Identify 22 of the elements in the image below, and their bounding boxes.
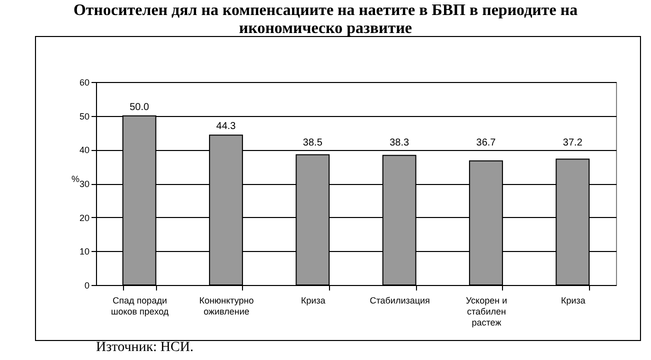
data-label: 50.0: [130, 102, 150, 113]
y-tick-label: 50: [79, 111, 90, 122]
x-tick-label: Спад поради шоков преход: [110, 296, 170, 316]
data-label: 37.2: [562, 138, 583, 149]
y-tick-label: 30: [79, 179, 90, 189]
y-tick-label: 10: [79, 246, 90, 257]
y-tick-label: 20: [79, 212, 90, 223]
chart-title: Относителен дял на компенсациите на наетите в БВП в периодите на икономическо развитие: [72, 2, 579, 38]
x-tick-label: Ускорен и стабилен растеж: [466, 296, 508, 328]
y-axis-title: %: [71, 174, 80, 184]
x-tick-label: Конюнктурно оживление: [199, 296, 254, 316]
x-tick-label: Криза: [560, 296, 586, 306]
y-tick-label: 40: [79, 145, 90, 156]
data-label: 38.3: [390, 138, 410, 149]
data-label: 38.5: [302, 138, 323, 149]
text: Източник: НСИ.: [96, 340, 194, 356]
data-label: 36.7: [476, 138, 496, 149]
y-tick-label: 0: [84, 280, 90, 290]
x-tick-label: Стабилизация: [370, 296, 430, 306]
x-tick-label: Криза: [300, 296, 326, 306]
y-tick-label: 60: [79, 78, 90, 88]
data-label: 44.3: [216, 121, 236, 132]
